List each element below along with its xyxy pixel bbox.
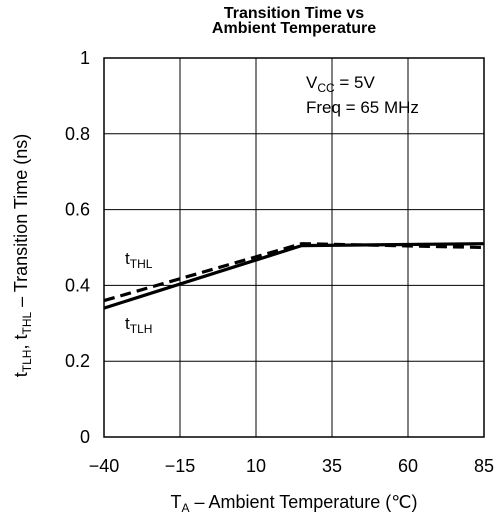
annotation-vcc-rest: = 5V [335,73,376,92]
x-tick-label: 60 [398,456,418,476]
x-tick-label: −40 [89,456,120,476]
chart-title-line-2: Ambient Temperature [211,20,377,37]
x-tick-label: 35 [322,456,342,476]
annotation-vcc-main: V [306,73,318,92]
x-axis-label-sub: A [182,501,190,515]
series-line-ttlh [103,242,485,310]
plot-frame [103,57,485,438]
annotation-vcc-sub: CC [317,81,335,95]
y-axis-label-text: , t [11,335,31,350]
series-label-ttlh-sub: TLH [130,322,153,336]
series-lines [103,242,485,310]
series-label-tthl: tTHL [125,249,153,271]
y-axis-label: tTLH, tTHL – Transition Time (ns) [11,134,34,377]
grid-lines [104,58,484,437]
annotation-freq: Freq = 65 MHz [306,98,419,117]
x-tick-label: 85 [474,456,494,476]
y-axis-label-subscript: THL [20,312,34,335]
series-label-tthl-sub: THL [130,257,153,271]
series-label-ttlh: tTLH [125,314,152,336]
y-tick-label: 0.4 [65,275,90,295]
x-axis-label-rest: – Ambient Temperature (℃) [190,492,418,512]
y-tick-label: 1 [80,48,90,68]
y-axis-label-subscript: TLH [20,350,34,373]
series-label-tthl-main: t [125,249,130,268]
y-tick-label: 0.8 [65,124,90,144]
y-axis-label-text: t [11,372,31,377]
series-line-tthl [103,242,485,303]
x-axis-label-main: T [171,492,182,512]
y-tick-label: 0.6 [65,200,90,220]
y-axis-label-text: – Transition Time (ns) [11,134,31,312]
annotation-vcc: VCC = 5V [306,73,376,95]
x-axis-label: TA – Ambient Temperature (℃) [171,492,418,515]
series-label-ttlh-main: t [125,314,130,333]
x-tick-label: 10 [246,456,266,476]
tick-labels: −40 −15 10 35 60 85 0 0.2 0.4 0.6 0.8 1 [65,48,494,476]
y-tick-label: 0.2 [65,351,90,371]
chart-title-line-1: Transition Time vs [223,5,365,22]
x-tick-label: −15 [165,456,196,476]
y-tick-label: 0 [80,427,90,447]
